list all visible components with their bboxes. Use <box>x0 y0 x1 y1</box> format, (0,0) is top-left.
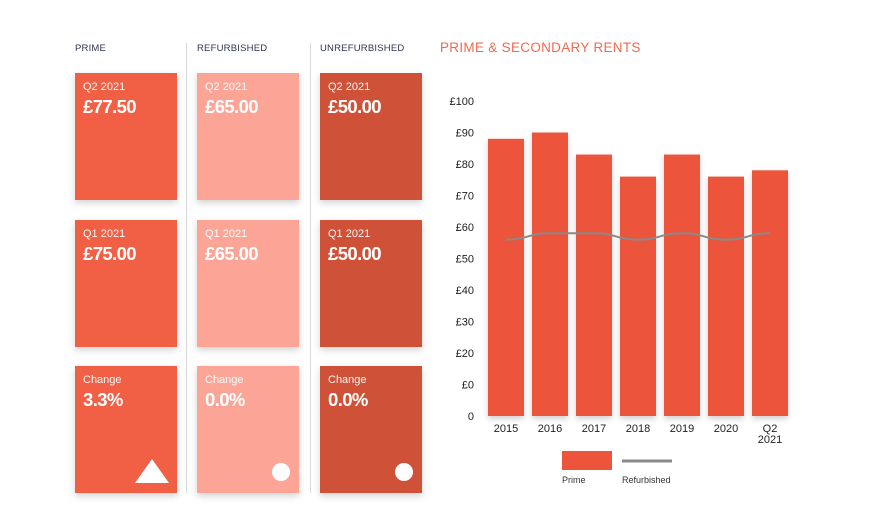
up-triangle-icon <box>135 459 169 483</box>
y-tick-label: £40 <box>456 285 474 297</box>
metric-label: Q2 2021 <box>83 81 126 93</box>
bar <box>752 170 788 416</box>
bar <box>664 154 700 417</box>
x-tick-label: 2020 <box>714 423 738 435</box>
column-divider <box>186 43 187 493</box>
x-tick-label: 2018 <box>626 423 650 435</box>
metric-value: £65.00 <box>205 96 259 117</box>
legend-label-refurbished: Refurbished <box>622 475 671 485</box>
metric-card: Change 0.0% <box>320 366 422 493</box>
metric-card: Change 0.0% <box>197 366 299 493</box>
y-tick-label: £100 <box>450 96 474 108</box>
y-tick-label: £80 <box>456 159 474 171</box>
y-tick-label: £20 <box>456 348 474 360</box>
metric-label: Change <box>83 374 122 386</box>
rents-bar-chart: £100 £90 £80 £70 £60 £50 £40 £30 £20 £0 0 2015 2016 2… <box>450 96 788 485</box>
metric-card: Q1 2021 £75.00 <box>75 220 177 347</box>
bar <box>708 176 744 416</box>
metric-value: £65.00 <box>205 243 259 264</box>
circle-icon <box>272 463 290 481</box>
metric-value: £50.00 <box>328 243 382 264</box>
x-tick-label: 2015 <box>494 423 518 435</box>
metric-card: Q2 2021 £50.00 <box>320 73 422 200</box>
metric-label: Change <box>328 374 367 386</box>
metric-label: Change <box>205 374 244 386</box>
metric-label: Q1 2021 <box>205 228 248 240</box>
metric-value: 3.3% <box>83 389 123 410</box>
column-heading-prime: PRIME <box>75 43 107 54</box>
y-tick-label: £0 <box>462 380 474 392</box>
metric-card: Q1 2021 £65.00 <box>197 220 299 347</box>
y-tick-label: £50 <box>456 254 474 266</box>
y-tick-label: £60 <box>456 222 474 234</box>
x-tick-label: 2016 <box>538 423 562 435</box>
legend-label-prime: Prime <box>562 475 586 485</box>
column-heading-unref: UNREFURBISHED <box>320 43 405 54</box>
legend-swatch-prime <box>562 451 612 470</box>
metric-value: 0.0% <box>205 389 245 410</box>
metric-label: Q1 2021 <box>328 228 371 240</box>
x-tick-label: Q2 2021 <box>758 423 782 446</box>
y-tick-label: £30 <box>456 317 474 329</box>
x-tick-label: 2017 <box>582 423 606 435</box>
column-heading-refurb: REFURBISHED <box>197 43 268 54</box>
bar <box>532 132 568 416</box>
metric-label: Q1 2021 <box>83 228 126 240</box>
metric-card: Change 3.3% <box>75 366 177 493</box>
column-divider <box>310 43 311 493</box>
metric-card: Q1 2021 £50.00 <box>320 220 422 347</box>
x-tick-label: 2019 <box>670 423 694 435</box>
metric-label: Q2 2021 <box>205 81 248 93</box>
metric-value: £50.00 <box>328 96 382 117</box>
metric-card: Q2 2021 £65.00 <box>197 73 299 200</box>
chart-title: PRIME & SECONDARY RENTS <box>440 40 641 55</box>
metric-value: £75.00 <box>83 243 137 264</box>
metric-card: Q2 2021 £77.50 <box>75 73 177 200</box>
y-tick-label: £90 <box>456 128 474 140</box>
y-tick-label: 0 <box>468 411 474 423</box>
circle-icon <box>395 463 413 481</box>
bar <box>488 138 524 417</box>
bar <box>620 176 656 416</box>
metric-value: 0.0% <box>328 389 368 410</box>
metric-label: Q2 2021 <box>328 81 371 93</box>
metric-value: £77.50 <box>83 96 137 117</box>
series-line-refurbished <box>505 232 771 241</box>
y-tick-label: £70 <box>456 191 474 203</box>
bar <box>576 154 612 417</box>
